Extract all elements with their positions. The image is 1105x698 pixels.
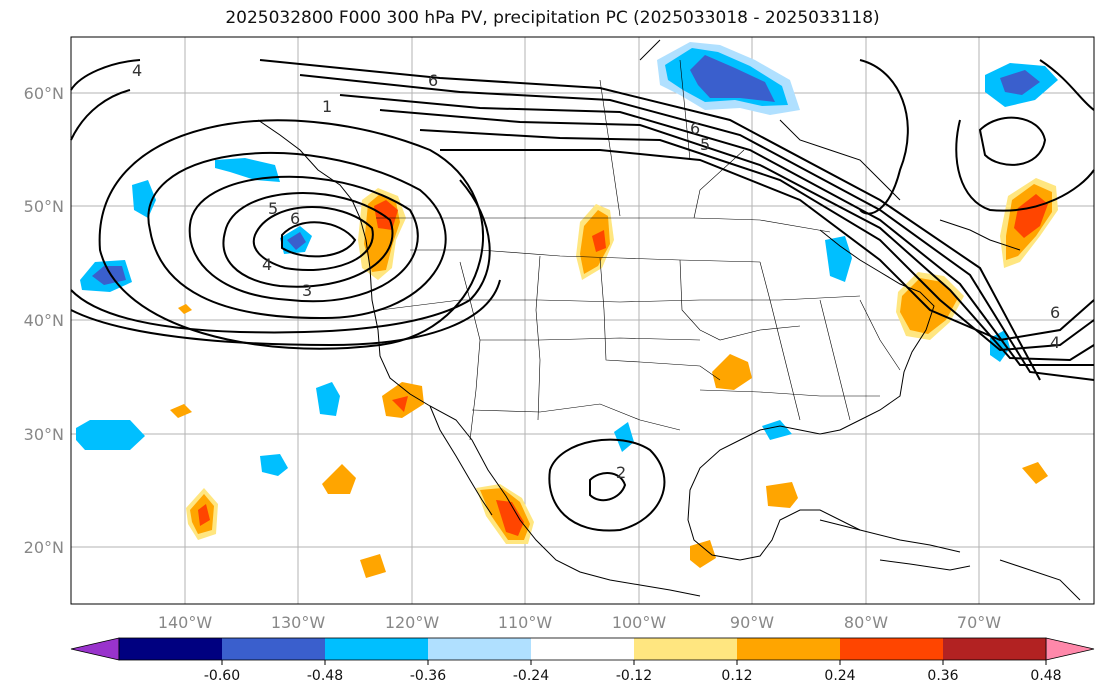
colorbar-label: -0.24 (513, 668, 549, 684)
chart-title: 2025032800 F000 300 hPa PV, precipitatio… (225, 8, 880, 28)
colorbar-label: -0.12 (616, 668, 652, 684)
colorbar-swatch (840, 638, 943, 660)
precip-negative-areas (76, 42, 1058, 476)
political-borders (376, 59, 901, 441)
contour-label: 1 (322, 97, 332, 116)
contour-labels: 6 6 5 6 5 4 3 1 6 4 4 2 (132, 61, 1060, 482)
colorbar-max-arrow (1045, 637, 1095, 661)
lat-label-20n: 20°N (24, 538, 64, 557)
contour-label: 4 (132, 61, 142, 80)
lon-label-90w: 90°W (730, 613, 774, 632)
contour-label: 2 (616, 463, 626, 482)
colorbar-swatch (737, 638, 840, 660)
colorbar-label: 0.48 (1030, 668, 1061, 684)
colorbar-swatch (531, 638, 634, 660)
colorbar-label: 0.36 (927, 668, 958, 684)
lon-label-130w: 130°W (271, 613, 326, 632)
longitude-labels: 140°W 130°W 120°W 110°W 100°W 90°W 80°W … (158, 613, 1001, 632)
lon-label-100w: 100°W (612, 613, 667, 632)
colorbar-swatch (222, 638, 325, 660)
colorbar: -0.60 -0.48 -0.36 -0.24 -0.12 0.12 0.24 0.36 0.4… (70, 637, 1095, 684)
lon-label-110w: 110°W (498, 613, 553, 632)
contour-label: 6 (690, 119, 700, 138)
colorbar-label: -0.36 (410, 668, 446, 684)
colorbar-border (118, 637, 1047, 661)
colorbar-label: -0.48 (307, 668, 343, 684)
colorbar-label: 0.12 (721, 668, 752, 684)
lon-label-80w: 80°W (844, 613, 888, 632)
colorbar-swatch (634, 638, 737, 660)
colorbar-swatch (325, 638, 428, 660)
colorbar-swatch (943, 638, 1046, 660)
contour-label: 4 (262, 255, 272, 274)
latitude-labels: 20°N 30°N 40°N 50°N 60°N (24, 84, 64, 557)
lat-label-30n: 30°N (24, 425, 64, 444)
colorbar-label: 0.24 (824, 668, 855, 684)
lat-label-50n: 50°N (24, 197, 64, 216)
colorbar-label: -0.60 (204, 668, 240, 684)
pv-contours (70, 59, 1095, 532)
lat-label-60n: 60°N (24, 84, 64, 103)
colorbar-min-arrow (70, 637, 120, 661)
lon-label-120w: 120°W (385, 613, 440, 632)
colorbar-swatch (119, 638, 222, 660)
contour-label: 5 (700, 135, 710, 154)
map-frame (70, 36, 1095, 605)
lon-label-70w: 70°W (957, 613, 1001, 632)
coastlines (257, 39, 1081, 601)
contour-label: 4 (1050, 333, 1060, 352)
contour-label: 3 (302, 281, 312, 300)
contour-label: 5 (268, 199, 278, 218)
lon-label-140w: 140°W (158, 613, 213, 632)
lat-label-40n: 40°N (24, 311, 64, 330)
contour-label: 6 (290, 209, 300, 228)
colorbar-swatch (428, 638, 531, 660)
precip-positive-areas (170, 178, 1058, 578)
contour-label: 6 (428, 71, 438, 90)
contour-label: 6 (1050, 303, 1060, 322)
